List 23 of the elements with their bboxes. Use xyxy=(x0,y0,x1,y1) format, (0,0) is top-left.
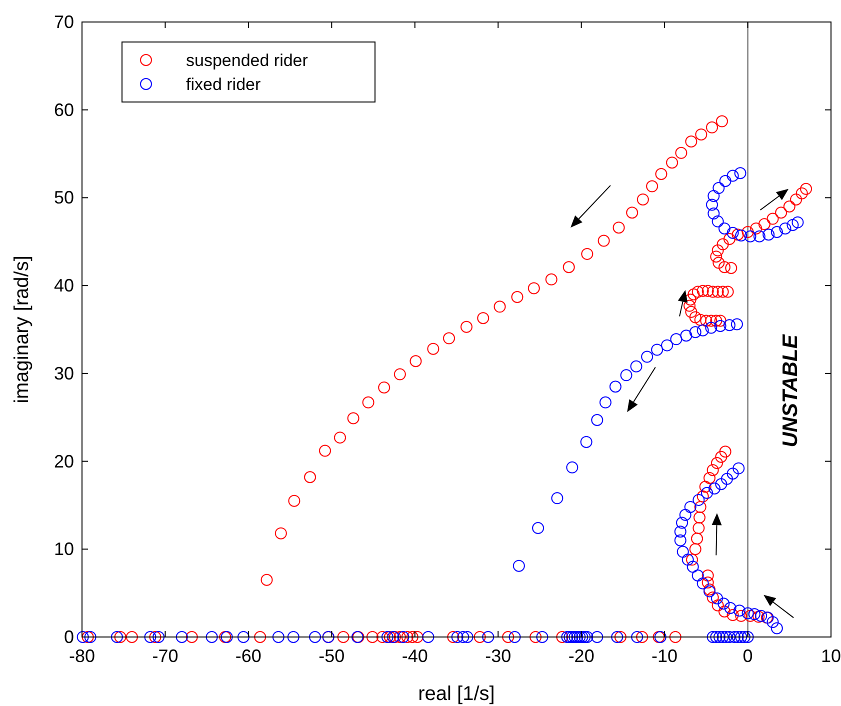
x-tick-label: 10 xyxy=(820,646,841,666)
x-tick-label: -30 xyxy=(485,646,512,666)
x-tick-label: -60 xyxy=(235,646,262,666)
x-tick-label: -40 xyxy=(402,646,428,666)
x-tick-label: -80 xyxy=(68,646,96,666)
y-tick-label: 40 xyxy=(54,276,74,296)
y-tick-label: 30 xyxy=(54,363,74,384)
y-tick-label: 10 xyxy=(54,539,74,560)
x-tick-label: -70 xyxy=(152,646,178,666)
annotation: UNSTABLE xyxy=(779,334,802,448)
y-tick-label: 0 xyxy=(64,627,74,647)
y-tick-label: 50 xyxy=(54,188,74,208)
x-axis-title: real [1/s] xyxy=(418,683,495,705)
y-tick-label: 20 xyxy=(54,451,74,472)
x-tick-label: -20 xyxy=(568,646,594,666)
legend-label: fixed rider xyxy=(186,75,261,94)
x-tick-label: -50 xyxy=(318,646,345,666)
x-tick-label: -10 xyxy=(652,646,678,666)
y-axis-title: imaginary [rad/s] xyxy=(11,256,33,404)
y-tick-label: 70 xyxy=(54,12,74,32)
x-tick-label: 0 xyxy=(742,646,753,666)
legend-label: suspended rider xyxy=(186,51,308,70)
y-tick-label: 60 xyxy=(54,100,74,120)
